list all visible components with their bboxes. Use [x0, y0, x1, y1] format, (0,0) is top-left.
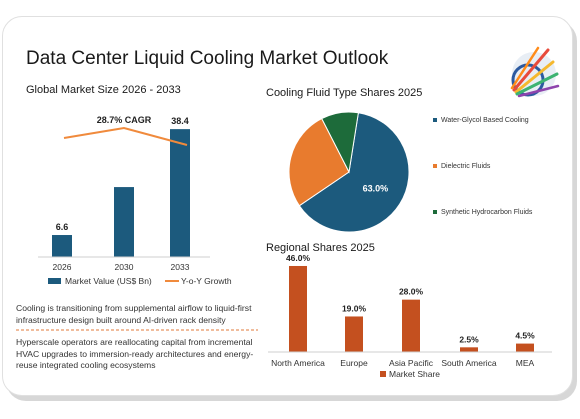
- pie-legend-swatch: [433, 164, 437, 168]
- multicolor-rays-logo: [510, 46, 560, 98]
- cagr-annotation: 28.7% CAGR: [97, 115, 152, 125]
- market-tick-label: 2030: [115, 262, 134, 272]
- pie-legend-swatch: [433, 118, 437, 122]
- market-data-label: 6.6: [56, 222, 69, 232]
- legend-swatch-market-value: [48, 278, 61, 284]
- market-tick-label: 2033: [171, 262, 190, 272]
- region-data-label: 19.0%: [342, 303, 367, 313]
- pie-slice-2: [321, 111, 359, 174]
- legend-market-value: Market Value (US$ Bn): [65, 276, 152, 286]
- market-bar-2033: [170, 129, 190, 257]
- market-bar-2030: [114, 187, 134, 257]
- page-title: Data Center Liquid Cooling Market Outloo…: [26, 48, 389, 69]
- region-data-label: 46.0%: [286, 253, 311, 263]
- region-tick-label: MEA: [516, 358, 535, 368]
- description-1: Cooling is transitioning from supplement…: [16, 303, 252, 325]
- region-tick-label: North America: [271, 358, 325, 368]
- pie-slice-1: [288, 117, 350, 207]
- region-bar: [345, 316, 363, 352]
- region-tick-label: South America: [441, 358, 497, 368]
- region-data-label: 28.0%: [399, 287, 424, 297]
- fluid-type-pie: 63.0%: [288, 111, 410, 233]
- pie-legend-label: Synthetic Hydrocarbon Fluids: [441, 209, 533, 216]
- market-data-label: 38.4: [171, 116, 189, 126]
- pie-legend-label: Water-Glycol Based Cooling: [441, 117, 529, 124]
- pie-slice-0: [298, 112, 410, 233]
- growth-line: [63, 126, 188, 146]
- regional-bars: 46.0% North America 19.0% Europe 28.0% Asia P…: [271, 253, 535, 368]
- region-bar: [402, 299, 420, 352]
- region-bar: [460, 347, 478, 352]
- pie-legend-label: Dielectric Fluids: [441, 163, 491, 170]
- region-bar: [516, 343, 534, 352]
- description-2: Hyperscale operators are reallocating ca…: [16, 337, 254, 370]
- region-tick-label: Europe: [340, 358, 368, 368]
- region-data-label: 2.5%: [459, 334, 479, 344]
- pie-legend-swatch: [433, 210, 437, 214]
- fluid-type-legend: Water-Glycol Based Cooling Dielectric Flu…: [433, 117, 533, 216]
- legend-growth: Y-o-Y Growth: [181, 276, 232, 286]
- region-bar: [289, 265, 307, 352]
- legend-market-share: Market Share: [389, 369, 440, 379]
- global-market-chart-title: Global Market Size 2026 - 2033: [26, 84, 181, 96]
- pie-data-label: 63.0%: [363, 184, 389, 194]
- region-data-label: 4.5%: [515, 331, 535, 341]
- fluid-type-chart-title: Cooling Fluid Type Shares 2025: [266, 87, 423, 99]
- regional-chart-title: Regional Shares 2025: [266, 242, 375, 254]
- market-size-bars: 6.6 2026 2030 38.4 2033: [52, 116, 190, 272]
- market-bar-2026: [52, 235, 72, 257]
- market-tick-label: 2026: [53, 262, 72, 272]
- card: [2, 16, 573, 396]
- region-tick-label: Asia Pacific: [389, 358, 434, 368]
- legend-swatch-market-share: [380, 371, 386, 377]
